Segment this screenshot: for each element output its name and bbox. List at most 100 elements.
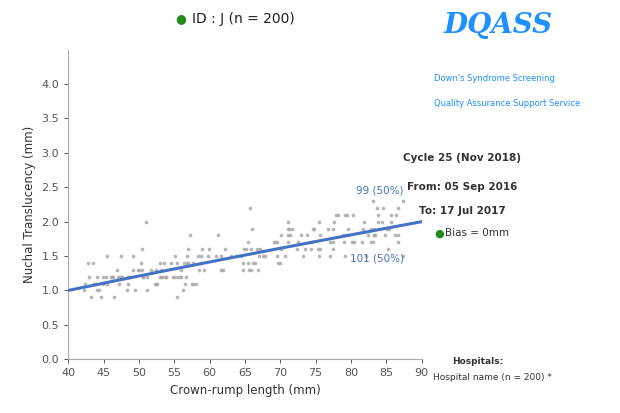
Point <box>221 246 231 252</box>
Point <box>106 273 116 280</box>
Point <box>176 266 186 273</box>
Point <box>113 273 123 280</box>
Point <box>383 246 392 252</box>
Point <box>185 232 195 239</box>
Point <box>242 260 252 266</box>
Point <box>339 239 348 246</box>
Point <box>382 225 392 232</box>
Text: From: 05 Sep 2016: From: 05 Sep 2016 <box>407 182 517 192</box>
Point <box>159 273 169 280</box>
Point <box>138 273 148 280</box>
Point <box>188 260 198 266</box>
Point <box>329 225 339 232</box>
Point <box>128 266 138 273</box>
Point <box>273 260 283 266</box>
Point <box>368 198 378 204</box>
Text: Bias = 0mm: Bias = 0mm <box>445 228 509 238</box>
Point <box>328 246 338 252</box>
Point <box>298 253 308 259</box>
Point <box>162 273 172 280</box>
Point <box>188 280 198 287</box>
Point <box>391 211 401 218</box>
Point <box>86 294 95 301</box>
Text: Quality Assurance Support Service: Quality Assurance Support Service <box>434 99 580 108</box>
Point <box>386 211 396 218</box>
Point <box>92 287 102 294</box>
Point <box>378 204 388 211</box>
Point <box>183 246 193 252</box>
Point <box>92 273 102 280</box>
Point <box>340 232 350 239</box>
Point <box>316 232 326 239</box>
Point <box>175 273 185 280</box>
Point <box>134 266 144 273</box>
Point <box>342 211 352 218</box>
Point <box>130 287 140 294</box>
Point <box>338 232 348 239</box>
Point <box>296 232 306 239</box>
Point <box>193 253 203 259</box>
Point <box>122 287 132 294</box>
Point <box>179 260 188 266</box>
Point <box>325 239 335 246</box>
Point <box>216 266 226 273</box>
Point <box>114 280 124 287</box>
Text: To: 17 Jul 2017: To: 17 Jul 2017 <box>418 206 505 216</box>
Point <box>125 273 135 280</box>
Point <box>155 260 165 266</box>
Point <box>99 280 108 287</box>
Point <box>347 239 356 246</box>
Point <box>152 280 162 287</box>
Point <box>247 225 257 232</box>
Point <box>379 232 389 239</box>
Point <box>182 260 192 266</box>
Point <box>89 280 99 287</box>
Point <box>369 225 379 232</box>
Point <box>156 273 166 280</box>
Point <box>199 266 209 273</box>
Point <box>195 260 205 266</box>
Point <box>180 280 190 287</box>
Point <box>89 280 99 287</box>
Point <box>373 204 383 211</box>
Point <box>191 280 201 287</box>
Point <box>253 266 263 273</box>
Point <box>123 280 133 287</box>
Point <box>79 287 89 294</box>
Point <box>393 232 403 239</box>
Point <box>348 211 358 218</box>
Text: ●: ● <box>175 12 186 25</box>
Text: ID : J (n = 200): ID : J (n = 200) <box>192 12 295 26</box>
Point <box>87 260 97 266</box>
Point <box>359 218 369 225</box>
Point <box>141 218 151 225</box>
Point <box>357 239 367 246</box>
Point <box>172 273 182 280</box>
Point <box>128 253 138 259</box>
Point <box>213 232 223 239</box>
Point <box>115 273 125 280</box>
Point <box>272 253 282 259</box>
Point <box>123 273 133 280</box>
Point <box>117 253 126 259</box>
Point <box>275 232 285 239</box>
Point <box>216 253 226 259</box>
Text: Down's Syndrome Screening: Down's Syndrome Screening <box>434 74 555 83</box>
Point <box>159 260 169 266</box>
Point <box>302 232 312 239</box>
Point <box>154 273 164 280</box>
Point <box>285 232 294 239</box>
Point <box>306 246 316 252</box>
Point <box>314 246 324 252</box>
Point <box>137 246 147 252</box>
Point <box>270 239 280 246</box>
Point <box>142 287 152 294</box>
Point <box>244 266 254 273</box>
Point <box>183 260 193 266</box>
Point <box>197 246 207 252</box>
Text: 99 (50%): 99 (50%) <box>356 186 404 196</box>
Point <box>108 273 118 280</box>
Point <box>333 211 343 218</box>
Point <box>366 225 376 232</box>
Point <box>94 287 104 294</box>
